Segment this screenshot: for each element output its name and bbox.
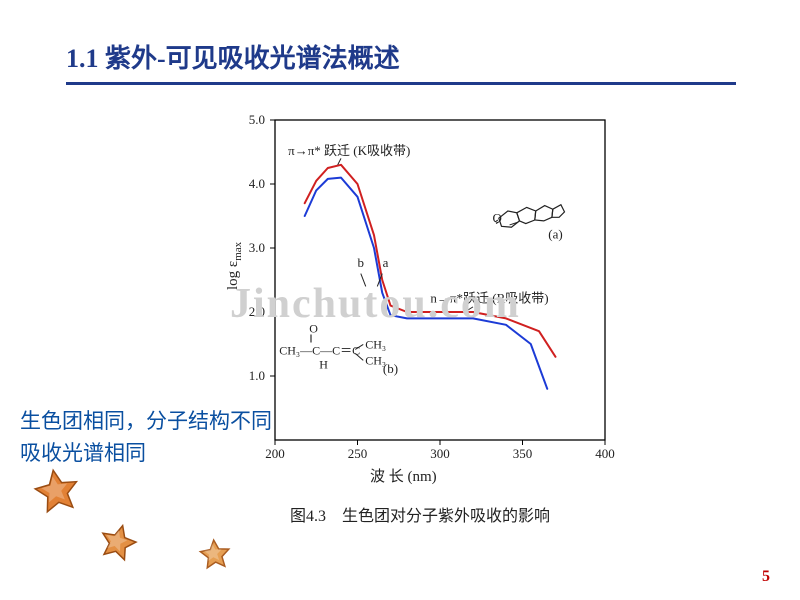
y-axis-label: log εmax — [225, 242, 244, 290]
figure-caption: 图4.3 生色团对分子紫外吸收的影响 — [290, 502, 550, 526]
svg-text:1.0: 1.0 — [249, 368, 265, 383]
svg-text:4.0: 4.0 — [249, 176, 265, 191]
x-axis-label: 波 长 (nm) — [370, 465, 437, 486]
svg-text:b: b — [358, 255, 365, 270]
svg-text:5.0: 5.0 — [249, 112, 265, 127]
svg-text:400: 400 — [595, 446, 615, 461]
svg-text:3.0: 3.0 — [249, 240, 265, 255]
svg-text:H: H — [319, 357, 328, 371]
svg-text:350: 350 — [513, 446, 533, 461]
svg-text:CH₃: CH₃ — [365, 337, 386, 351]
svg-text:CH₃: CH₃ — [365, 353, 386, 367]
side-note-line1: 生色团相同，分子结构不同 — [20, 406, 272, 438]
svg-text:(a): (a) — [548, 226, 562, 241]
svg-text:a: a — [383, 255, 389, 270]
svg-text:CH₃—C—C＝C: CH₃—C—C＝C — [279, 343, 360, 357]
svg-text:n→π*跃迁 (R吸收带): n→π*跃迁 (R吸收带) — [430, 290, 548, 305]
side-note: 生色团相同，分子结构不同 吸收光谱相同 — [20, 406, 272, 469]
svg-text:2.0: 2.0 — [249, 304, 265, 319]
side-note-line2: 吸收光谱相同 — [20, 438, 272, 470]
page-number: 5 — [762, 568, 770, 586]
svg-text:π→π* 跃迁 (K吸收带): π→π* 跃迁 (K吸收带) — [288, 143, 410, 158]
svg-text:250: 250 — [348, 446, 368, 461]
svg-text:300: 300 — [430, 446, 450, 461]
